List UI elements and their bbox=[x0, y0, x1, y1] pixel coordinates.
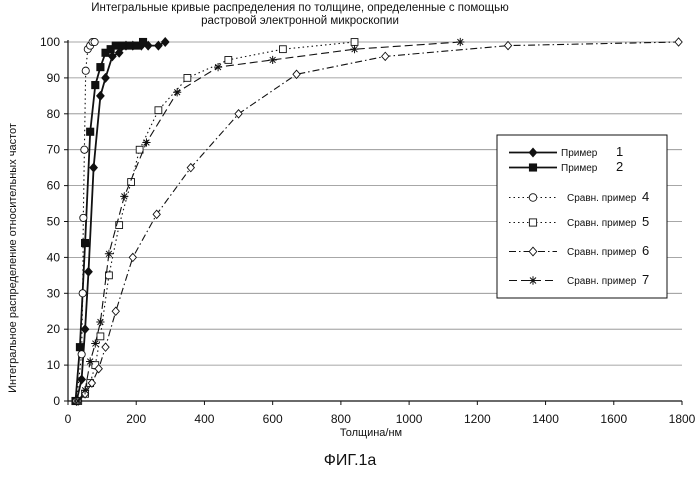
data-point bbox=[97, 92, 105, 101]
data-point bbox=[456, 38, 464, 46]
data-point bbox=[90, 163, 98, 172]
x-tick-label: 1400 bbox=[532, 412, 559, 426]
data-point bbox=[155, 107, 162, 114]
data-point bbox=[97, 333, 104, 340]
data-point bbox=[279, 46, 286, 53]
legend-label: Пример bbox=[561, 163, 598, 174]
data-point bbox=[85, 267, 93, 276]
legend-number: 5 bbox=[642, 214, 649, 229]
data-point bbox=[293, 70, 300, 78]
y-tick-label: 80 bbox=[47, 107, 61, 121]
y-tick-label: 100 bbox=[40, 35, 60, 49]
y-tick-label: 60 bbox=[47, 179, 61, 193]
y-tick-label: 40 bbox=[47, 250, 61, 264]
data-point bbox=[91, 339, 99, 347]
data-point bbox=[82, 67, 89, 74]
data-point bbox=[504, 41, 511, 49]
data-point bbox=[225, 57, 232, 64]
data-point bbox=[214, 63, 222, 71]
legend-number: 2 bbox=[616, 159, 623, 174]
data-point bbox=[675, 38, 682, 46]
data-point bbox=[126, 42, 133, 49]
data-point bbox=[92, 81, 99, 88]
legend-label: Сравн. пример bbox=[567, 276, 637, 287]
x-axis-label: Толщина/нм bbox=[340, 427, 402, 439]
data-point bbox=[91, 38, 98, 45]
data-point bbox=[78, 351, 85, 358]
x-tick-label: 1800 bbox=[669, 412, 696, 426]
data-point bbox=[81, 386, 89, 394]
data-point bbox=[139, 38, 146, 45]
x-tick-label: 1600 bbox=[600, 412, 627, 426]
data-point bbox=[173, 88, 181, 96]
x-tick-label: 800 bbox=[331, 412, 351, 426]
y-tick-label: 30 bbox=[47, 286, 61, 300]
legend-label: Сравн. пример bbox=[567, 193, 637, 204]
data-point bbox=[129, 253, 136, 261]
x-tick-label: 200 bbox=[126, 412, 146, 426]
legend-number: 1 bbox=[616, 144, 623, 159]
y-tick-label: 20 bbox=[47, 322, 61, 336]
data-point bbox=[80, 214, 87, 221]
y-tick-label: 90 bbox=[47, 71, 61, 85]
data-point bbox=[86, 357, 94, 365]
data-point bbox=[96, 318, 104, 326]
legend-label: Сравн. пример bbox=[567, 218, 637, 229]
x-tick-label: 1200 bbox=[464, 412, 491, 426]
data-point bbox=[529, 219, 536, 226]
data-point bbox=[161, 38, 169, 47]
data-point bbox=[155, 41, 163, 50]
data-point bbox=[76, 344, 83, 351]
x-tick-label: 600 bbox=[263, 412, 283, 426]
data-point bbox=[102, 74, 110, 83]
data-point bbox=[529, 164, 536, 171]
data-point bbox=[382, 52, 389, 60]
x-tick-label: 0 bbox=[65, 412, 72, 426]
legend-label: Пример bbox=[561, 148, 598, 159]
data-point bbox=[184, 74, 191, 81]
y-tick-label: 70 bbox=[47, 143, 61, 157]
y-tick-label: 0 bbox=[53, 394, 60, 408]
legend: Пример 1 Пример 2 Сравн. пример 4 Сравн. приме… bbox=[497, 135, 667, 298]
figure-caption: ФИГ.1a bbox=[0, 452, 700, 470]
legend-number: 4 bbox=[642, 189, 649, 204]
data-point bbox=[142, 138, 150, 146]
legend-number: 6 bbox=[642, 243, 649, 258]
data-point bbox=[112, 42, 119, 49]
data-point bbox=[81, 146, 88, 153]
data-point bbox=[105, 250, 113, 258]
data-point bbox=[112, 307, 119, 315]
data-point bbox=[109, 52, 117, 61]
legend-number: 7 bbox=[642, 272, 649, 287]
data-point bbox=[350, 45, 358, 53]
data-point bbox=[79, 290, 86, 297]
data-point bbox=[529, 276, 538, 285]
y-axis-label: Интегральное распределение относительных… bbox=[7, 123, 19, 393]
data-point bbox=[87, 128, 94, 135]
data-point bbox=[74, 397, 82, 405]
data-point bbox=[133, 42, 140, 49]
data-point bbox=[119, 42, 126, 49]
y-tick-label: 50 bbox=[47, 215, 61, 229]
y-tick-label: 10 bbox=[47, 358, 61, 372]
data-point bbox=[81, 239, 88, 246]
data-point bbox=[102, 343, 109, 351]
x-tick-label: 400 bbox=[194, 412, 214, 426]
x-tick-label: 1000 bbox=[396, 412, 423, 426]
data-point bbox=[529, 194, 537, 202]
data-point bbox=[120, 192, 128, 200]
data-point bbox=[269, 56, 277, 64]
data-point bbox=[351, 39, 358, 46]
data-point bbox=[97, 64, 104, 71]
legend-label: Сравн. пример bbox=[567, 247, 637, 258]
